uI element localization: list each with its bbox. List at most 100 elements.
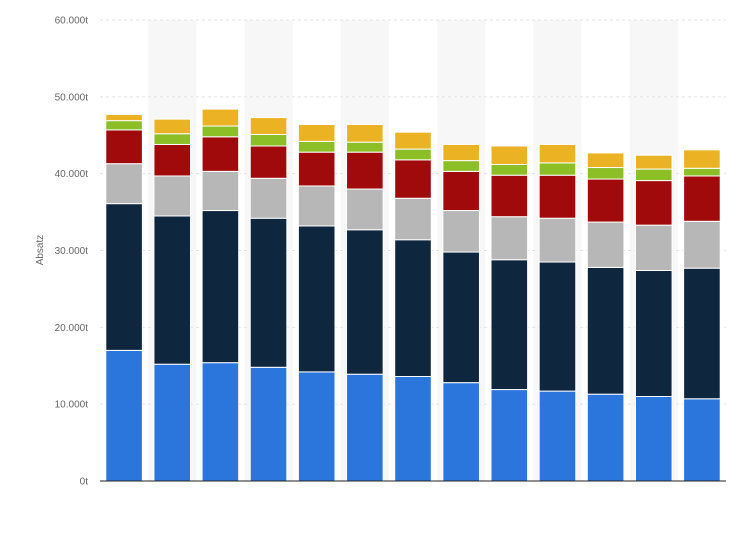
bar-segment[interactable] [105,120,143,131]
y-tick-label: 60.000t [55,16,89,27]
y-tick-label: 50.000t [55,92,89,103]
bar-segment[interactable] [683,167,721,177]
bar-stack[interactable] [346,123,384,482]
bar-segment[interactable] [249,133,288,147]
bar-stack[interactable] [394,131,432,482]
bar-segment[interactable] [586,178,625,223]
bar-segment[interactable] [683,267,721,400]
bar-segment[interactable] [538,217,577,263]
bar-segment[interactable] [538,261,577,392]
bar-segment[interactable] [394,159,432,199]
bar-segment[interactable] [201,108,240,127]
bar-segment[interactable] [634,180,673,226]
bar-segment[interactable] [683,149,721,169]
bar-stack[interactable] [153,118,192,482]
bar-stack[interactable] [538,143,577,482]
bar-segment[interactable] [249,145,288,179]
bar-segment[interactable] [634,224,673,271]
bar-segment[interactable] [490,145,529,165]
bar-segment[interactable] [586,393,625,482]
bar-segment[interactable] [153,118,192,135]
bar-segment[interactable] [153,143,192,177]
bar-segment[interactable] [442,251,480,384]
y-tick-label: 0t [80,477,89,488]
bar-segment[interactable] [586,152,625,169]
bar-segment[interactable] [346,151,384,190]
bar-segment[interactable] [153,363,192,482]
bar-segment[interactable] [249,366,288,482]
bar-segment[interactable] [249,177,288,219]
bar-stack[interactable] [586,152,625,482]
bar-segment[interactable] [201,136,240,172]
bar-segment[interactable] [346,141,384,153]
bar-stacks [105,108,721,482]
bar-segment[interactable] [634,395,673,482]
bar-segment[interactable] [394,376,432,482]
bar-segment[interactable] [105,129,143,165]
bar-segment[interactable] [586,221,625,268]
bar-segment[interactable] [105,349,143,482]
bar-segment[interactable] [297,371,336,482]
bar-segment[interactable] [538,174,577,219]
bar-segment[interactable] [153,133,192,145]
bar-segment[interactable] [201,170,240,212]
bar-segment[interactable] [394,148,432,161]
bar-segment[interactable] [297,151,336,187]
bar-stack[interactable] [297,123,336,482]
bar-segment[interactable] [346,373,384,482]
bar-segment[interactable] [442,143,480,162]
bar-segment[interactable] [442,382,480,482]
bar-segment[interactable] [297,140,336,153]
bar-segment[interactable] [634,154,673,170]
bar-stack[interactable] [442,143,480,482]
bar-stack[interactable] [634,154,673,482]
y-tick-label: 30.000t [55,246,89,257]
bar-segment[interactable] [249,117,288,135]
bar-segment[interactable] [105,163,143,205]
bar-segment[interactable] [683,175,721,222]
bar-segment[interactable] [346,123,384,143]
bar-segment[interactable] [490,259,529,391]
bar-segment[interactable] [394,131,432,150]
bar-stack[interactable] [201,108,240,482]
bar-stack[interactable] [105,114,143,482]
bar-segment[interactable] [538,143,577,164]
bar-segment[interactable] [490,163,529,176]
bar-segment[interactable] [153,175,192,217]
bar-segment[interactable] [394,239,432,378]
bar-segment[interactable] [442,160,480,172]
y-axis-tick-labels: 0t 10.000t 20.000t 30.000t 40.000t 50.000t 60.… [55,16,89,488]
bar-segment[interactable] [538,162,577,176]
bar-segment[interactable] [586,266,625,395]
bar-segment[interactable] [249,217,288,368]
bar-segment[interactable] [394,197,432,241]
bar-segment[interactable] [442,170,480,212]
bar-segment[interactable] [683,220,721,269]
bar-segment[interactable] [346,188,384,231]
bar-segment[interactable] [634,269,673,397]
bar-segment[interactable] [153,215,192,365]
bar-segment[interactable] [586,167,625,180]
bar-segment[interactable] [634,168,673,182]
bar-segment[interactable] [201,210,240,364]
bar-segment[interactable] [201,125,240,138]
bar-segment[interactable] [105,203,143,351]
bar-segment[interactable] [490,389,529,482]
bar-segment[interactable] [490,174,529,218]
bar-stack[interactable] [490,145,529,482]
y-tick-label: 10.000t [55,400,89,411]
bar-segment[interactable] [490,216,529,261]
bar-segment[interactable] [105,114,143,122]
bar-segment[interactable] [346,229,384,375]
bar-segment[interactable] [297,123,336,142]
bar-segment[interactable] [683,398,721,482]
bar-stack[interactable] [683,149,721,482]
bar-segment[interactable] [297,185,336,227]
bar-segment[interactable] [297,225,336,373]
bar-segment[interactable] [538,390,577,482]
y-axis-title: Absatz [35,235,46,266]
bar-segment[interactable] [442,210,480,253]
bar-segment[interactable] [201,362,240,482]
bar-stack[interactable] [249,117,288,482]
